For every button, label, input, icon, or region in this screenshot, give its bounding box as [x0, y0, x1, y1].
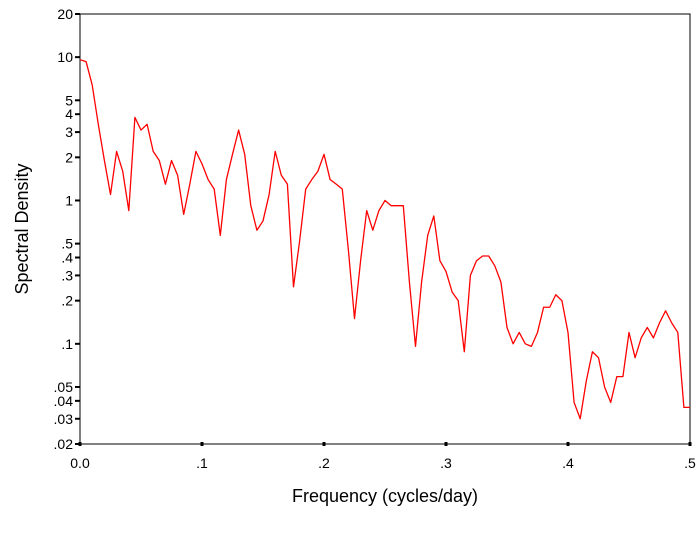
- series-line: [79, 59, 690, 420]
- y-tick-label: .5: [61, 236, 73, 252]
- y-tick-label: 4: [65, 106, 73, 122]
- y-tick-label: .3: [61, 267, 73, 283]
- plot-frame: [79, 13, 691, 445]
- y-tick-label: 3: [65, 124, 73, 140]
- y-tick-label: 1: [65, 192, 73, 208]
- x-axis-title: Frequency (cycles/day): [292, 486, 478, 506]
- y-axis-title: Spectral Density: [12, 163, 32, 294]
- y-tick-label: .04: [54, 393, 74, 409]
- y-tick-label: .1: [61, 336, 73, 352]
- y-tick-label: .05: [54, 379, 74, 395]
- y-tick-label: .4: [61, 250, 73, 266]
- x-tick-label: .1: [196, 455, 208, 471]
- y-tick-label: .03: [54, 411, 74, 427]
- x-tick-label: .2: [318, 455, 330, 471]
- x-tick-label: 0.0: [70, 455, 90, 471]
- y-tick-label: 2: [65, 149, 73, 165]
- y-tick-label: .2: [61, 293, 73, 309]
- x-tick-label: .5: [684, 455, 696, 471]
- y-tick-label: 10: [57, 49, 73, 65]
- y-tick-label: 5: [65, 92, 73, 108]
- x-tick-label: .3: [440, 455, 452, 471]
- x-tick-label: .4: [562, 455, 574, 471]
- y-tick-label: .02: [54, 436, 74, 452]
- y-tick-label: 20: [57, 6, 73, 22]
